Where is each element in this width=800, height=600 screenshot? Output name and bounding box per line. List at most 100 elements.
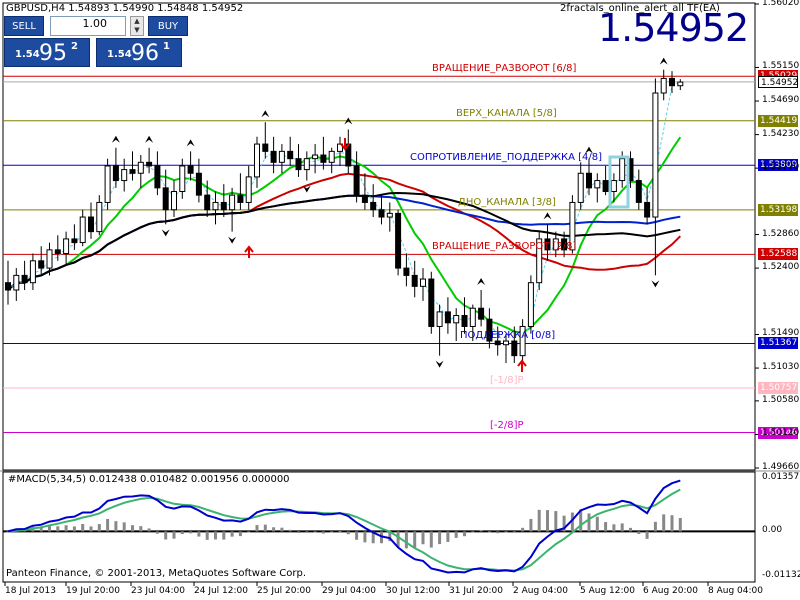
fractal-up-icon <box>659 57 668 65</box>
macd-histogram-bar <box>645 531 649 539</box>
black-ma-line <box>7 191 681 291</box>
level-price-tag: 1.50757 <box>758 381 798 394</box>
candle-body <box>121 169 128 182</box>
macd-histogram-bar <box>39 527 43 532</box>
buy-arrow-icon <box>244 245 254 258</box>
macd-histogram-bar <box>546 510 549 532</box>
candle-body <box>171 190 177 211</box>
macd-histogram-bar <box>139 526 143 532</box>
macd-histogram-bar <box>595 516 599 532</box>
macd-histogram-bar <box>147 528 151 532</box>
sell-quote-sup: 2 <box>71 41 78 52</box>
candle-body <box>270 150 277 163</box>
time-axis-label: 8 Aug 04:00 <box>708 586 763 596</box>
macd-histogram-bar <box>330 531 334 533</box>
candle-body <box>503 340 509 346</box>
candle-body <box>569 201 576 251</box>
macd-histogram-bar <box>238 531 242 537</box>
candle-body <box>13 274 20 291</box>
macd-histogram-bar <box>122 522 126 532</box>
fractal-up-icon <box>543 212 552 220</box>
candle-body <box>312 154 319 160</box>
candle-body <box>453 315 460 324</box>
buy-quote-button[interactable]: 1.54 96 1 <box>96 38 182 67</box>
macd-histogram-bar <box>463 531 466 537</box>
macd-histogram-bar <box>305 531 309 533</box>
candle-body <box>104 165 111 203</box>
candle-body <box>561 238 568 251</box>
candle-body <box>461 315 468 327</box>
macd-histogram-bar <box>97 524 101 532</box>
sell-quote-button[interactable]: 1.54 95 2 <box>4 38 90 67</box>
macd-histogram-bar <box>653 521 657 532</box>
macd-histogram-bar <box>670 515 674 532</box>
price-axis-label: 1.51490 <box>762 328 800 339</box>
level-label: ПОДДЕРЖКА [0/8] <box>460 330 556 342</box>
time-axis-label: 25 Jul 20:00 <box>257 586 311 596</box>
macd-histogram-bar <box>629 527 632 532</box>
level-label: ВЕРХ_КАНАЛА [5/8] <box>456 107 557 119</box>
macd-histogram-bar <box>114 521 118 532</box>
macd-axis-label: 0.00 <box>762 525 783 536</box>
macd-histogram-bar <box>180 531 184 535</box>
price-axis-label: 1.51030 <box>762 362 800 373</box>
macd-histogram-bar <box>247 531 251 533</box>
macd-histogram-bar <box>388 531 392 542</box>
fractal-down-icon <box>161 229 170 237</box>
sell-button[interactable]: SELL <box>4 16 44 36</box>
macd-title: #MACD(5,34,5) 0.012438 0.010482 0.001956… <box>8 474 290 485</box>
candle-body <box>677 81 684 87</box>
current-price-tag: 1.54952 <box>758 75 798 88</box>
candle-body <box>278 150 285 163</box>
one-click-trading-panel: SELL 1.00 ▲ ▼ BUY 1.54 95 2 1.54 96 1 <box>4 16 234 67</box>
level-label: СОПРОТИВЛЕНИЕ_ПОДДЕРЖКА [4/8] <box>410 152 603 164</box>
candle-body <box>669 77 675 87</box>
candle-body <box>337 143 343 152</box>
candle-body <box>552 238 559 251</box>
lot-spinner[interactable]: ▲ ▼ <box>130 16 144 36</box>
fractal-down-icon <box>435 360 444 368</box>
macd-histogram-bar <box>106 518 110 532</box>
time-axis-label: 6 Aug 20:00 <box>643 586 698 596</box>
macd-histogram-bar <box>56 526 60 532</box>
macd-histogram-bar <box>471 531 475 533</box>
candle-body <box>5 282 11 291</box>
macd-histogram-bar <box>81 523 85 532</box>
fractal-up-icon <box>585 146 593 154</box>
candle-body <box>303 158 310 171</box>
macd-histogram-bar <box>637 531 641 534</box>
time-axis-label: 30 Jul 12:00 <box>386 586 440 596</box>
time-axis-label: 31 Jul 20:00 <box>449 586 503 596</box>
macd-histogram-bar <box>6 531 10 533</box>
macd-histogram-bar <box>479 530 483 532</box>
lot-size-input[interactable]: 1.00 <box>50 16 126 36</box>
macd-histogram-bar <box>446 531 450 542</box>
buy-button[interactable]: BUY <box>148 16 188 36</box>
macd-histogram-bar <box>496 531 500 534</box>
candle-body <box>519 325 526 357</box>
macd-histogram-bar <box>272 527 276 532</box>
candle-body <box>386 212 393 218</box>
macd-histogram-bar <box>504 531 508 533</box>
candle-body <box>254 143 260 178</box>
candle-body <box>162 187 169 211</box>
price-axis-label: 1.49660 <box>762 462 800 472</box>
candle-body <box>361 194 368 203</box>
macd-histogram-bar <box>89 526 93 532</box>
macd-histogram-bar <box>579 509 583 532</box>
level-price-tag: 1.51367 <box>758 337 798 350</box>
fractal-up-icon <box>477 277 486 285</box>
macd-histogram-bar <box>454 531 458 538</box>
candle-body <box>137 161 144 174</box>
fractal-down-icon <box>228 236 237 244</box>
macd-histogram-bar <box>662 514 666 532</box>
fast-ma-line <box>7 136 682 334</box>
candle-body <box>328 150 335 163</box>
candle-body <box>79 216 86 244</box>
candle-body <box>195 172 202 196</box>
macd-histogram-bar <box>214 531 217 540</box>
macd-axis-label: -0.01132 <box>762 570 800 580</box>
candle-body <box>71 238 78 244</box>
macd-histogram-bar <box>587 513 591 532</box>
